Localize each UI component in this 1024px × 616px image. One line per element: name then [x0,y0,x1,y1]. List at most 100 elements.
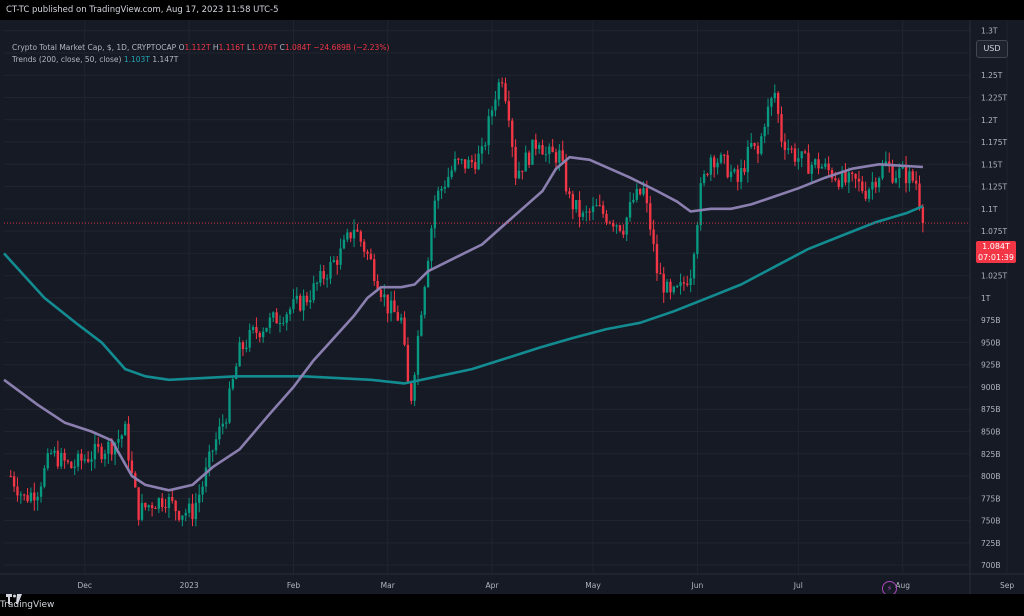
candle-body [191,503,194,520]
candle-body [198,494,201,503]
candle-body [504,83,507,102]
candle-body [299,295,302,311]
candle-body [554,152,558,163]
countdown-value: 07:01:39 [978,253,1014,262]
y-tick-label: 775B [981,494,1000,503]
candle-body [497,82,500,100]
candle-body [534,139,537,149]
candle-body [80,453,83,461]
candle-body [241,342,245,350]
candle-body [420,314,423,336]
candle-body [514,146,517,179]
candle-body [117,439,120,443]
candle-body [410,383,413,401]
candle-body [618,225,622,231]
candle-body [302,295,305,311]
candle-body [224,422,228,424]
candle-body [659,273,662,275]
candle-body [261,331,265,338]
candle-body [578,200,581,217]
candle-body [23,494,26,496]
y-tick-label: 875B [981,405,1000,414]
candle-body [457,158,460,160]
y-tick-label: 825B [981,450,1000,459]
candle-body [500,82,504,84]
candle-body [898,168,901,178]
candle-body [669,281,672,293]
candle-body [29,492,33,502]
tradingview-logo-icon [6,594,22,604]
candle-body [541,145,544,155]
candle-body [248,329,251,348]
candle-body [723,154,726,156]
candle-body [325,278,329,280]
y-tick-label: 975B [981,316,1000,325]
candle-body [282,322,285,324]
candle-body [26,495,29,502]
y-tick-label: 1.25T [981,71,1003,80]
candle-body [147,505,150,508]
candle-body [440,188,443,191]
price-chart[interactable]: 700B 725B 750B 775B 800B 825B 850B 875B 900B 925B… [0,20,1024,594]
candle-body [362,241,366,252]
candle-body [844,170,847,183]
low-value: 1.076T [251,43,278,52]
low-label: L [247,43,252,52]
candle-body [840,170,844,187]
candle-body [601,205,605,214]
candle-body [770,98,773,107]
bottom-bar: TradingView [0,594,1024,616]
candle-body [517,170,521,179]
candle-body [756,145,760,154]
candle-body [184,512,187,516]
x-tick-label: 2023 [180,581,199,590]
currency-button[interactable]: USD [976,40,1008,58]
published-text: CT-TC published on TradingView.com, Aug … [6,5,279,15]
y-tick-label: 725B [981,539,1000,548]
candle-body [305,295,309,303]
x-tick-label: Feb [287,581,301,590]
candle-body [319,271,322,283]
candle-body [783,141,787,150]
candle-body [154,508,157,510]
ma200-value: 1.103T [123,55,150,64]
y-tick-label: 750B [981,517,1000,526]
symbol-description: Crypto Total Market Cap, $, 1D, CRYPTOCA… [12,43,177,52]
candle-body [235,366,238,380]
brand-name: TradingView [0,600,55,610]
candle-body [824,163,827,167]
candle-body [265,327,268,332]
candle-body [275,312,278,324]
candle-body [386,294,389,314]
candle-body [706,173,709,175]
candle-body [857,178,861,182]
candle-body [110,441,113,455]
ma50-value: 1.147T [152,55,179,64]
close-label: C [279,43,285,52]
candle-body [416,335,420,375]
candle-body [702,173,706,184]
candle-body [635,188,638,200]
candle-body [322,271,325,279]
candle-body [612,222,615,227]
candle-body [467,159,470,169]
candle-body [437,190,440,201]
candle-body [686,283,689,286]
x-tick-label: May [585,581,601,590]
candle-body [373,259,376,281]
ma50-line [3,155,923,492]
candle-body [36,496,39,501]
candle-body [851,172,854,174]
candle-body [93,444,97,460]
candle-body [295,295,299,300]
chart-area[interactable]: 700B 725B 750B 775B 800B 825B 850B 875B 900B 925B… [0,20,1024,596]
candle-body [531,139,534,165]
candle-body [776,92,780,114]
legend-line-trends: Trends (200, close, 50, close) 1.103T 1.… [12,54,389,66]
candle-body [73,466,76,469]
candle-body [558,150,561,163]
candle-body [140,502,144,520]
candle-body [346,232,349,240]
candle-body [315,282,319,284]
candle-body [221,423,224,427]
